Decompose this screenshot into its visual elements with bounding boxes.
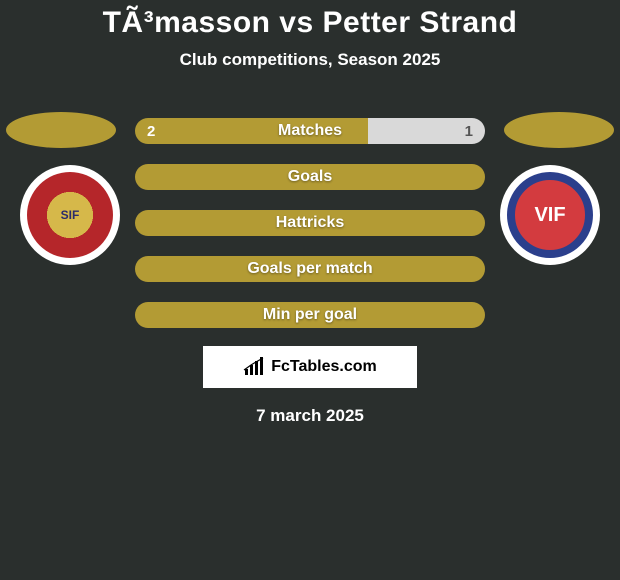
vif-crest-icon: VIF [507,172,593,258]
bar-label: Min per goal [135,302,485,328]
vif-crest-text: VIF [534,204,565,227]
bar-label: Goals per match [135,256,485,282]
stat-bar: Hattricks [135,210,485,236]
watermark-badge: FcTables.com [203,346,417,388]
team-logo-right: VIF [500,165,600,265]
player-disc-right [504,112,614,148]
bar-label: Goals [135,164,485,190]
sif-crest-text: SIF [61,208,80,222]
bar-label: Hattricks [135,210,485,236]
subtitle: Club competitions, Season 2025 [0,50,620,70]
stat-bar: Goals [135,164,485,190]
stat-bar: Min per goal [135,302,485,328]
date-text: 7 march 2025 [0,406,620,426]
sif-crest-icon: SIF [27,172,113,258]
team-logo-left: SIF [20,165,120,265]
stat-bar: Matches2 1 [135,118,485,144]
stat-bar: Goals per match [135,256,485,282]
watermark-text: FcTables.com [271,358,377,376]
stat-bars: Matches2 1 Goals Hattricks Goals per match Mi… [135,118,485,348]
bar-label: Matches [135,118,485,144]
comparison-infographic: TÃ³masson vs Petter Strand Club competit… [0,0,620,426]
player-disc-left [6,112,116,148]
bar-value-left: 2 [147,118,155,144]
chart-icon [243,357,267,377]
bar-value-right: 1 [465,118,473,144]
chart-area: SIF VIF Matches2 1 Goals Hattricks Goals per… [0,110,620,330]
page-title: TÃ³masson vs Petter Strand [0,6,620,40]
